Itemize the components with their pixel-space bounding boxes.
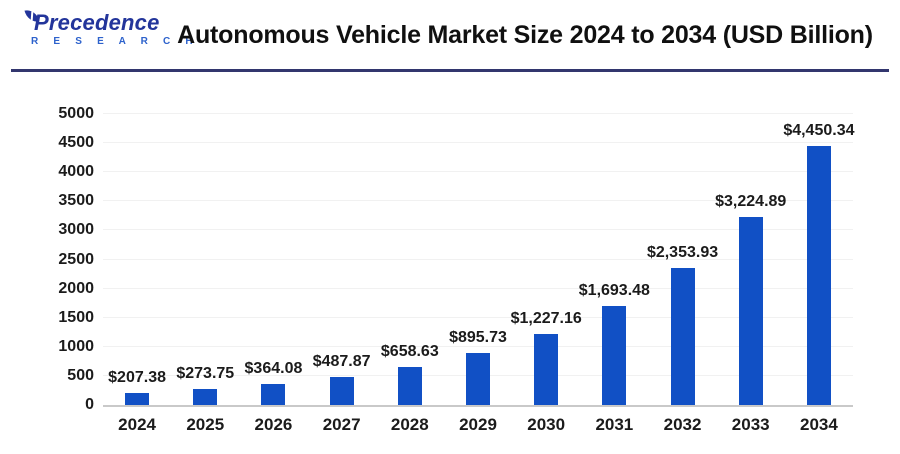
bar-value-label: $1,693.48 bbox=[578, 282, 650, 300]
bar bbox=[466, 352, 490, 405]
gridline bbox=[103, 200, 853, 202]
bar-value-label: $4,450.34 bbox=[783, 121, 855, 139]
x-tick-label: 2030 bbox=[527, 415, 566, 434]
bar-value-label: $273.75 bbox=[176, 365, 235, 383]
bar-value-label: $895.73 bbox=[449, 328, 507, 346]
x-tick-label: 2031 bbox=[595, 415, 634, 434]
logo-wordmark: Precedence bbox=[34, 10, 160, 35]
bar bbox=[261, 383, 286, 405]
gridline bbox=[103, 345, 853, 347]
gridline bbox=[103, 142, 853, 144]
bar bbox=[806, 146, 831, 405]
gridline bbox=[103, 171, 853, 173]
y-tick-label: 4000 bbox=[58, 163, 94, 181]
gridline bbox=[103, 316, 853, 318]
bar-value-label: $487.87 bbox=[312, 352, 371, 370]
x-tick-label: 2026 bbox=[254, 415, 293, 434]
bar bbox=[534, 333, 559, 405]
bar bbox=[193, 389, 218, 405]
bar-chart-plot bbox=[103, 113, 853, 407]
gridline bbox=[103, 113, 853, 114]
y-tick-label: 1500 bbox=[58, 308, 94, 326]
y-tick-label: 500 bbox=[67, 366, 94, 384]
x-tick-label: 2032 bbox=[663, 415, 702, 434]
bar bbox=[329, 376, 354, 405]
y-tick-label: 5000 bbox=[58, 105, 94, 122]
y-tick-label: 0 bbox=[85, 396, 94, 413]
bar bbox=[397, 366, 422, 405]
x-tick-label: 2029 bbox=[459, 415, 497, 434]
x-tick-label: 2028 bbox=[390, 415, 429, 434]
bar bbox=[738, 217, 763, 405]
header-divider bbox=[11, 69, 889, 72]
bar-value-label: $2,353.93 bbox=[646, 244, 719, 261]
bar-value-label: $207.38 bbox=[108, 368, 166, 386]
bar bbox=[670, 268, 695, 405]
bar-value-label: $3,224.89 bbox=[715, 193, 787, 211]
y-tick-label: 3000 bbox=[58, 221, 94, 239]
bar bbox=[125, 392, 150, 405]
chart-title: Autonomous Vehicle Market Size 2024 to 2… bbox=[177, 21, 873, 49]
y-tick-label: 3500 bbox=[58, 192, 94, 210]
y-tick-label: 4500 bbox=[58, 134, 94, 152]
y-tick-label: 1000 bbox=[58, 337, 94, 355]
x-tick-label: 2025 bbox=[186, 415, 225, 434]
x-tick-label: 2024 bbox=[118, 415, 156, 434]
gridline bbox=[103, 229, 853, 231]
y-tick-label: 2000 bbox=[58, 279, 94, 297]
bar bbox=[602, 306, 627, 405]
x-tick-label: 2034 bbox=[799, 415, 838, 434]
logo-subtext: R E S E A R C H bbox=[31, 36, 199, 47]
bar-value-label: $658.63 bbox=[380, 342, 439, 360]
precedence-logo: Precedence R E S E A R C H bbox=[24, 7, 199, 47]
gridline bbox=[103, 287, 853, 289]
bar-value-label: $364.08 bbox=[244, 359, 303, 377]
gridline bbox=[103, 258, 853, 260]
y-tick-label: 2500 bbox=[58, 250, 94, 268]
x-tick-label: 2027 bbox=[322, 415, 361, 434]
x-tick-label: 2033 bbox=[731, 415, 770, 434]
bar-value-label: $1,227.16 bbox=[510, 309, 582, 327]
